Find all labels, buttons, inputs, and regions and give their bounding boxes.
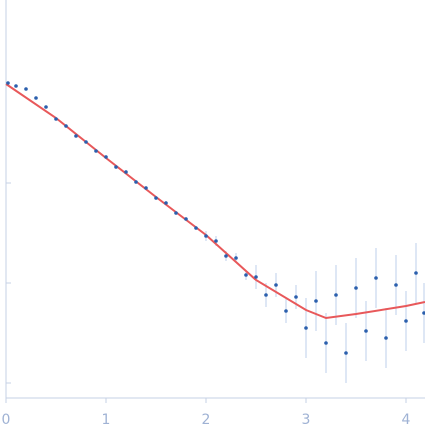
- data-point: [234, 256, 238, 260]
- data-point: [214, 239, 218, 243]
- data-point: [134, 180, 138, 184]
- data-point: [194, 226, 198, 230]
- data-point: [154, 196, 158, 200]
- data-point: [74, 134, 78, 138]
- data-point: [414, 271, 418, 275]
- data-point: [274, 283, 278, 287]
- data-point: [244, 273, 248, 277]
- data-point: [422, 311, 425, 315]
- data-point: [354, 286, 358, 290]
- x-tick-label: 4: [402, 412, 411, 428]
- data-point: [404, 319, 408, 323]
- data-point: [44, 105, 48, 109]
- data-point: [374, 276, 378, 280]
- data-point: [364, 329, 368, 333]
- fit-line: [5, 83, 425, 320]
- data-point: [84, 140, 88, 144]
- data-point: [394, 283, 398, 287]
- data-point: [6, 81, 10, 85]
- data-point: [284, 309, 288, 313]
- data-point: [24, 87, 28, 91]
- data-point: [294, 295, 298, 299]
- data-point: [204, 234, 208, 238]
- data-point: [334, 293, 338, 297]
- data-point: [384, 336, 388, 340]
- x-tick-label: 0: [2, 412, 11, 428]
- x-tick-label: 3: [302, 412, 311, 428]
- data-point: [34, 96, 38, 100]
- data-point: [304, 326, 308, 330]
- data-point: [164, 201, 168, 205]
- data-point: [174, 211, 178, 215]
- data-point: [144, 186, 148, 190]
- data-point: [264, 293, 268, 297]
- x-tick-label: 1: [102, 412, 111, 428]
- data-point: [114, 165, 118, 169]
- data-point: [324, 341, 328, 345]
- data-point: [64, 124, 68, 128]
- data-point: [184, 217, 188, 221]
- data-point: [344, 351, 348, 355]
- x-tick-label: 2: [202, 412, 211, 428]
- data-point: [254, 275, 258, 279]
- data-point: [314, 299, 318, 303]
- data-point: [54, 117, 58, 121]
- data-point: [14, 84, 18, 88]
- data-point: [124, 170, 128, 174]
- data-point: [104, 155, 108, 159]
- data-point: [224, 254, 228, 258]
- data-point: [94, 149, 98, 153]
